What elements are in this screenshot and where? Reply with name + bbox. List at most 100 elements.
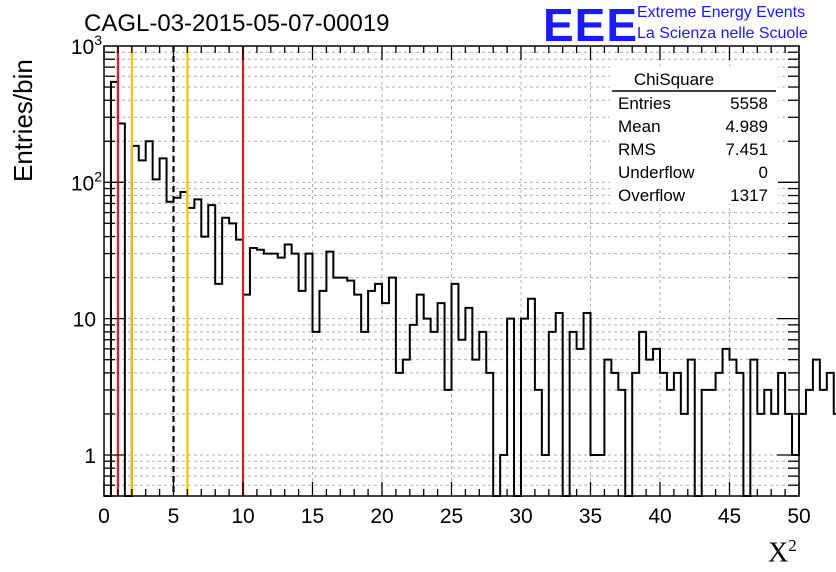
histogram-bin — [438, 303, 445, 496]
y-axis-label: Entries/bin — [8, 59, 38, 182]
histogram-bin — [292, 254, 299, 496]
x-tick-label: 40 — [648, 505, 671, 528]
histogram-bin — [382, 303, 389, 496]
stats-rms-label: RMS — [618, 140, 656, 159]
stats-overflow-label: Overflow — [618, 186, 686, 204]
histogram-bin — [591, 455, 598, 496]
histogram-bin — [403, 360, 410, 496]
stats-entries-label: Entries — [618, 94, 671, 113]
histogram-bin — [472, 360, 479, 496]
x-axis-exponent: 2 — [788, 536, 797, 555]
histogram-bin — [681, 414, 688, 496]
y-tick-label: 103 — [71, 32, 102, 59]
histogram-bin — [194, 199, 201, 496]
histogram-bin — [368, 291, 375, 496]
histogram-bin — [326, 252, 333, 496]
histogram-bin — [347, 281, 354, 496]
stats-entries-value: 5558 — [730, 94, 768, 113]
histogram-bin — [570, 332, 577, 496]
histogram-bin — [424, 319, 431, 496]
x-axis-label: X2 — [768, 536, 797, 569]
axis-ticks — [103, 46, 800, 497]
histogram-bin — [431, 332, 438, 496]
histogram-bin — [139, 160, 146, 496]
histogram-bin — [340, 278, 347, 496]
histogram-bin — [160, 158, 167, 496]
histogram-bin — [465, 308, 472, 496]
histogram-bin — [153, 179, 160, 496]
histogram-bin — [528, 299, 535, 496]
histogram-bin — [709, 390, 716, 496]
histogram-bin — [639, 332, 646, 496]
stats-mean-label: Mean — [618, 117, 661, 136]
stats-box: ChiSquare Entries 5558 Mean 4.989 RMS 7.… — [610, 66, 778, 204]
histogram-bin — [730, 360, 737, 496]
axis-tick-labels: 0 5 10 15 20 25 30 35 40 45 50 1 10 102 103 — [71, 32, 811, 528]
histogram-bin — [375, 284, 382, 496]
histogram-bin — [410, 325, 417, 496]
histogram-bin — [584, 313, 591, 496]
histogram-bin — [764, 390, 771, 496]
histogram-bin — [577, 349, 584, 496]
histogram-bin — [716, 373, 723, 496]
histogram-bin — [750, 360, 757, 496]
histogram-bin — [757, 414, 764, 496]
eee-logo: EEE — [543, 0, 639, 51]
histogram-bin — [660, 373, 667, 496]
histogram-bin — [445, 390, 452, 496]
histogram-bin — [723, 349, 730, 496]
stats-rms-value: 7.451 — [725, 140, 768, 159]
histogram-bin — [250, 248, 257, 496]
y-tick-label: 1 — [84, 445, 96, 468]
histogram-bin — [264, 254, 271, 496]
histogram-bin — [653, 349, 660, 496]
x-tick-label: 10 — [231, 505, 254, 528]
histogram-outline — [104, 80, 836, 497]
histogram-bin — [549, 332, 556, 496]
histogram-bars — [104, 80, 836, 497]
histogram-bin — [597, 455, 604, 496]
chart-title: CAGL-03-2015-05-07-00019 — [84, 10, 390, 37]
histogram-bin — [632, 373, 639, 496]
histogram-bin — [299, 291, 306, 496]
histogram-bin — [333, 278, 340, 496]
histogram-bin — [556, 313, 563, 496]
x-tick-label: 20 — [370, 505, 393, 528]
histogram-bin — [278, 258, 285, 496]
histogram-bin — [542, 455, 549, 496]
histogram-bin — [208, 205, 215, 496]
histogram-bin — [507, 319, 514, 496]
histogram-bin — [813, 360, 820, 496]
histogram-bin — [361, 332, 368, 496]
histogram-bin — [319, 291, 326, 496]
histogram-bin — [736, 373, 743, 496]
y-tick-label: 10 — [73, 309, 96, 332]
x-tick-label: 25 — [440, 505, 463, 528]
histogram-bin — [702, 390, 709, 496]
histogram-bin — [500, 455, 507, 496]
x-tick-label: 5 — [168, 505, 180, 528]
histogram-bin — [611, 373, 618, 496]
histogram-bin — [313, 332, 320, 496]
histogram-bin — [452, 284, 459, 496]
y-tick-label: 102 — [71, 168, 102, 195]
histogram-bin — [820, 390, 827, 496]
histogram-bin — [417, 295, 424, 496]
x-tick-label: 50 — [787, 505, 810, 528]
histogram-bin — [479, 332, 486, 496]
histogram-bin — [806, 390, 813, 496]
histogram-bin — [396, 373, 403, 496]
histogram-bin — [146, 141, 153, 496]
reference-lines — [116, 46, 245, 496]
histogram-bin — [618, 390, 625, 496]
grid-lines — [104, 46, 799, 496]
stats-mean-value: 4.989 — [725, 117, 768, 136]
histogram-bin — [688, 360, 695, 496]
stats-box-title: ChiSquare — [634, 70, 714, 89]
x-axis-symbol: X — [768, 537, 789, 569]
histogram-bin — [271, 254, 278, 496]
histogram-bin — [389, 278, 396, 496]
histogram-bin — [215, 284, 222, 496]
histogram-bin — [535, 390, 542, 496]
